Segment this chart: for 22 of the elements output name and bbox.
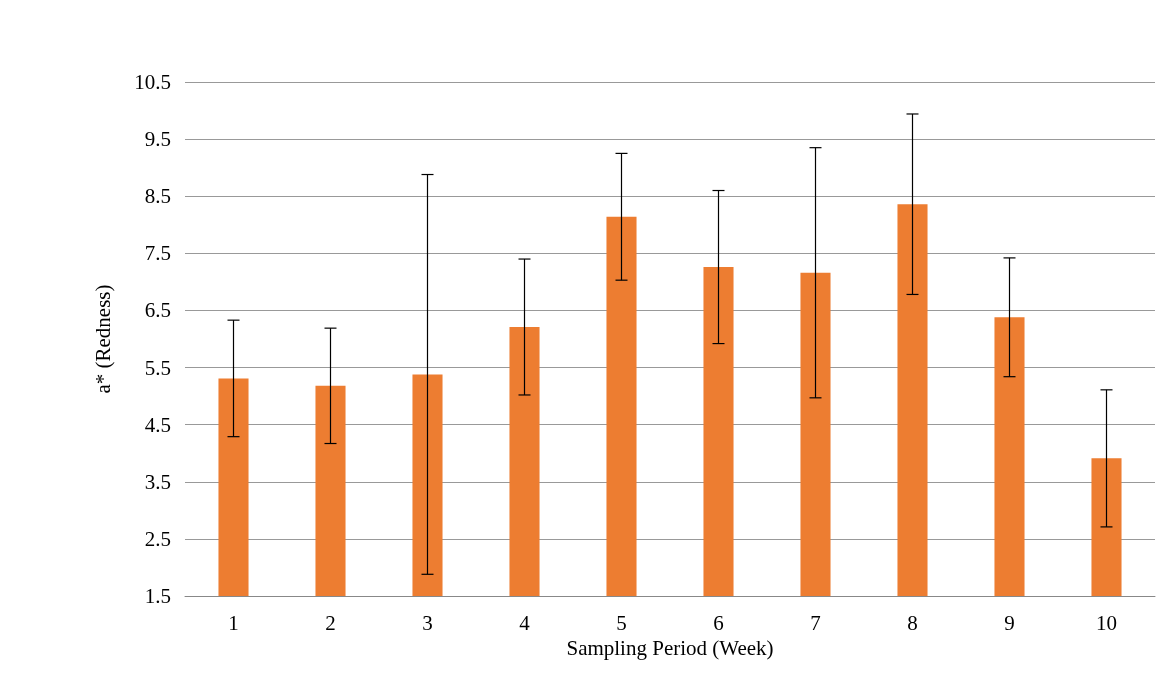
x-tick-label: 7	[810, 610, 821, 635]
x-axis-title: Sampling Period (Week)	[566, 636, 774, 661]
y-tick-label: 2.5	[144, 526, 171, 551]
y-tick-label: 1.5	[144, 584, 171, 608]
y-tick-label: 6.5	[144, 298, 171, 323]
x-tick-label: 8	[907, 610, 918, 635]
y-tick-label: 9.5	[144, 127, 171, 152]
y-axis-title: a* (Redness)	[90, 284, 115, 394]
y-tick-label: 8.5	[144, 184, 171, 209]
y-tick-label: 4.5	[144, 412, 171, 437]
x-tick-label: 5	[616, 610, 627, 635]
x-tick-label: 4	[519, 610, 531, 635]
x-tick-label: 3	[422, 610, 433, 635]
x-tick-label: 9	[1004, 610, 1015, 635]
y-tick-label: 5.5	[144, 355, 171, 380]
x-tick-label: 6	[713, 610, 724, 635]
y-tick-label: 7.5	[144, 241, 171, 266]
x-tick-label: 10	[1096, 610, 1117, 635]
x-tick-label: 1	[228, 610, 239, 635]
x-tick-label: 2	[325, 610, 336, 635]
y-tick-label: 3.5	[144, 469, 171, 494]
y-tick-label: 10.5	[134, 70, 171, 94]
